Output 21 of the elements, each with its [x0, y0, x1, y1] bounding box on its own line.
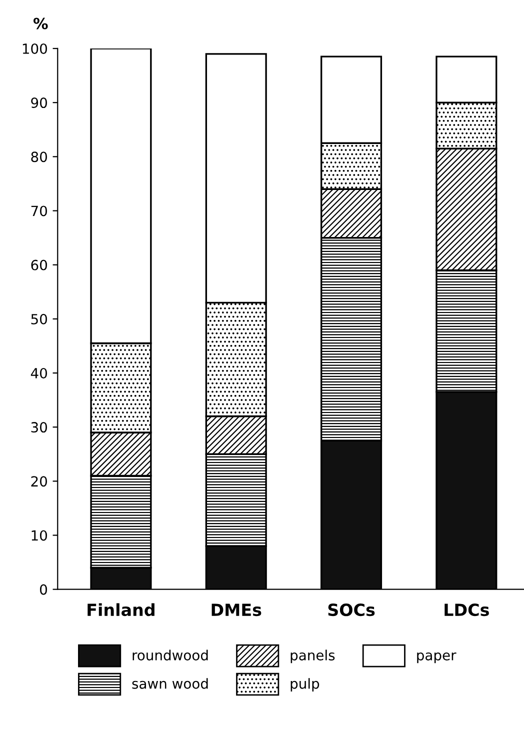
y-tick-label: 80	[31, 152, 47, 162]
x-tick-label: SOCs	[328, 604, 375, 616]
y-tick-label: 70	[31, 206, 47, 216]
x-tick-label: LDCs	[444, 604, 489, 616]
y-tick-label: 0	[40, 584, 47, 595]
y-tick-label: 20	[31, 476, 47, 487]
legend-label: sawn wood	[132, 678, 208, 689]
y-axis-title: %	[33, 18, 48, 30]
y-tick-label: 10	[32, 530, 47, 541]
x-tick-label: DMEs	[212, 604, 262, 616]
y-tick-label: 100	[22, 43, 47, 54]
y-tick-label: 60	[31, 260, 47, 270]
legend-label: paper	[417, 652, 456, 664]
legend-label: roundwood	[132, 650, 208, 660]
y-tick-label: 50	[31, 314, 47, 324]
y-tick-label: 90	[31, 98, 47, 108]
legend-label: panels	[290, 650, 335, 664]
legend-label: pulp	[290, 678, 320, 692]
x-tick-label: Finland	[88, 603, 154, 616]
y-tick-label: 40	[30, 368, 47, 378]
y-tick-label: 30	[31, 422, 47, 433]
